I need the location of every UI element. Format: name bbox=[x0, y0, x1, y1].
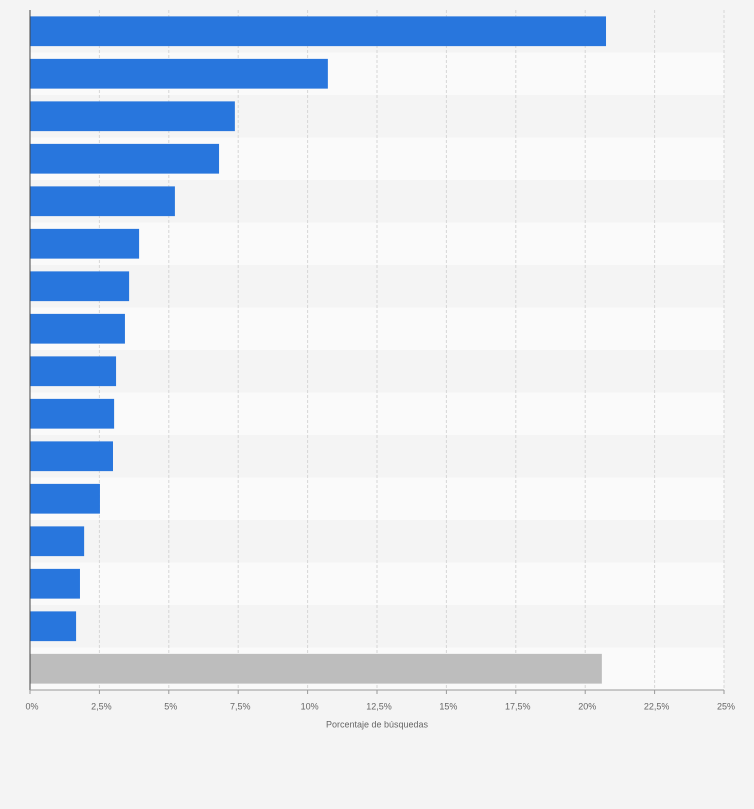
bar bbox=[30, 16, 607, 47]
x-tick-label: 25% bbox=[717, 701, 735, 711]
row-stripe bbox=[30, 477, 724, 520]
bar bbox=[30, 653, 602, 684]
bar bbox=[30, 58, 328, 89]
x-tick-label: 17,5% bbox=[505, 701, 531, 711]
bar bbox=[30, 271, 130, 302]
x-tick-label: 10% bbox=[301, 701, 319, 711]
bar bbox=[30, 526, 85, 557]
bar bbox=[30, 398, 115, 429]
x-axis-title: Porcentaje de búsquedas bbox=[326, 719, 429, 729]
x-tick-label: 0% bbox=[25, 701, 38, 711]
bar bbox=[30, 356, 117, 387]
x-tick-label: 7,5% bbox=[230, 701, 251, 711]
x-tick-label: 2,5% bbox=[91, 701, 112, 711]
row-stripe bbox=[30, 562, 724, 605]
row-stripe bbox=[30, 392, 724, 435]
bar bbox=[30, 313, 125, 344]
bar bbox=[30, 441, 114, 472]
x-tick-label: 15% bbox=[439, 701, 457, 711]
x-tick-label: 20% bbox=[578, 701, 596, 711]
bar bbox=[30, 483, 100, 514]
x-tick-label: 5% bbox=[164, 701, 177, 711]
x-tick-label: 12,5% bbox=[366, 701, 392, 711]
bar bbox=[30, 228, 140, 259]
x-tick-label: 22,5% bbox=[644, 701, 670, 711]
row-stripe bbox=[30, 307, 724, 350]
bar bbox=[30, 611, 77, 642]
bar bbox=[30, 568, 80, 599]
bar bbox=[30, 186, 175, 217]
bar bbox=[30, 101, 235, 132]
bar bbox=[30, 143, 220, 174]
